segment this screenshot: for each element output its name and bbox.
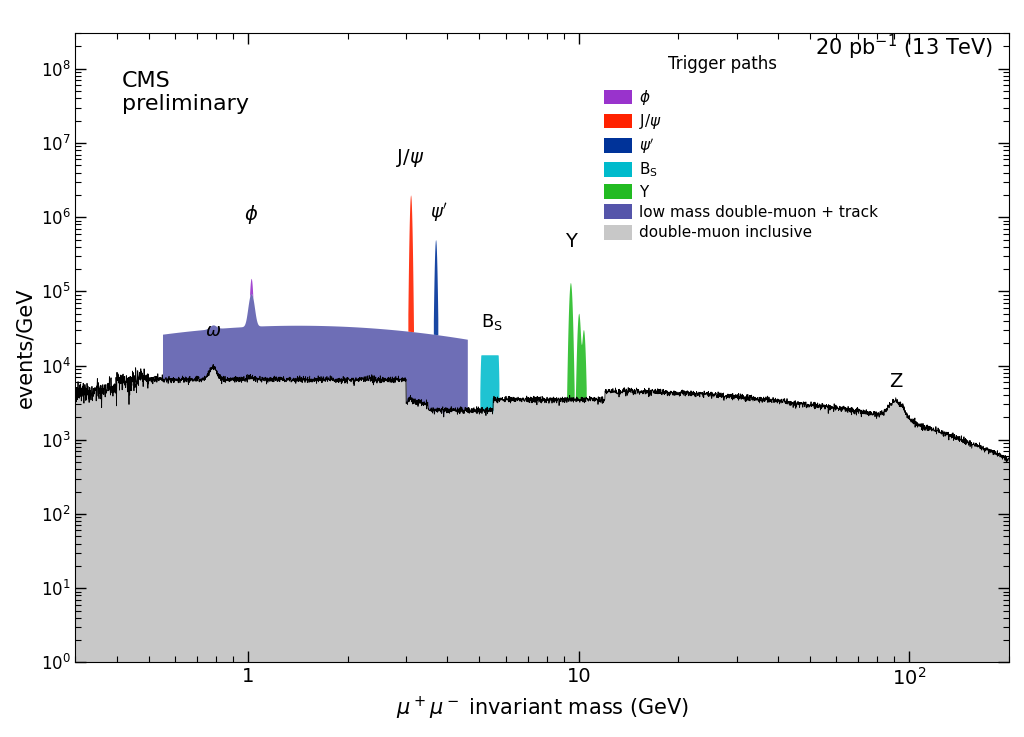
X-axis label: $\mu^+ \mu^-$ invariant mass (GeV): $\mu^+ \mu^-$ invariant mass (GeV) [395,695,689,722]
Text: Trigger paths: Trigger paths [669,55,777,74]
Legend: $\phi$, J/$\psi$, $\psi'$, B$_{\rm S}$, Y, low mass double-muon + track, double-: $\phi$, J/$\psi$, $\psi'$, B$_{\rm S}$, … [601,85,882,243]
Y-axis label: events/GeV: events/GeV [15,287,35,408]
Text: CMS
preliminary: CMS preliminary [122,71,249,114]
Text: $\psi'$: $\psi'$ [430,201,449,224]
Text: Z: Z [890,372,903,391]
Text: $\omega$: $\omega$ [206,322,221,340]
Text: 20 pb$^{-1}$ (13 TeV): 20 pb$^{-1}$ (13 TeV) [815,33,993,63]
Text: B$_{\rm S}$: B$_{\rm S}$ [481,312,503,332]
Text: $\phi$: $\phi$ [244,203,258,226]
Text: J/$\psi$: J/$\psi$ [396,147,425,169]
Text: Y: Y [565,232,577,251]
